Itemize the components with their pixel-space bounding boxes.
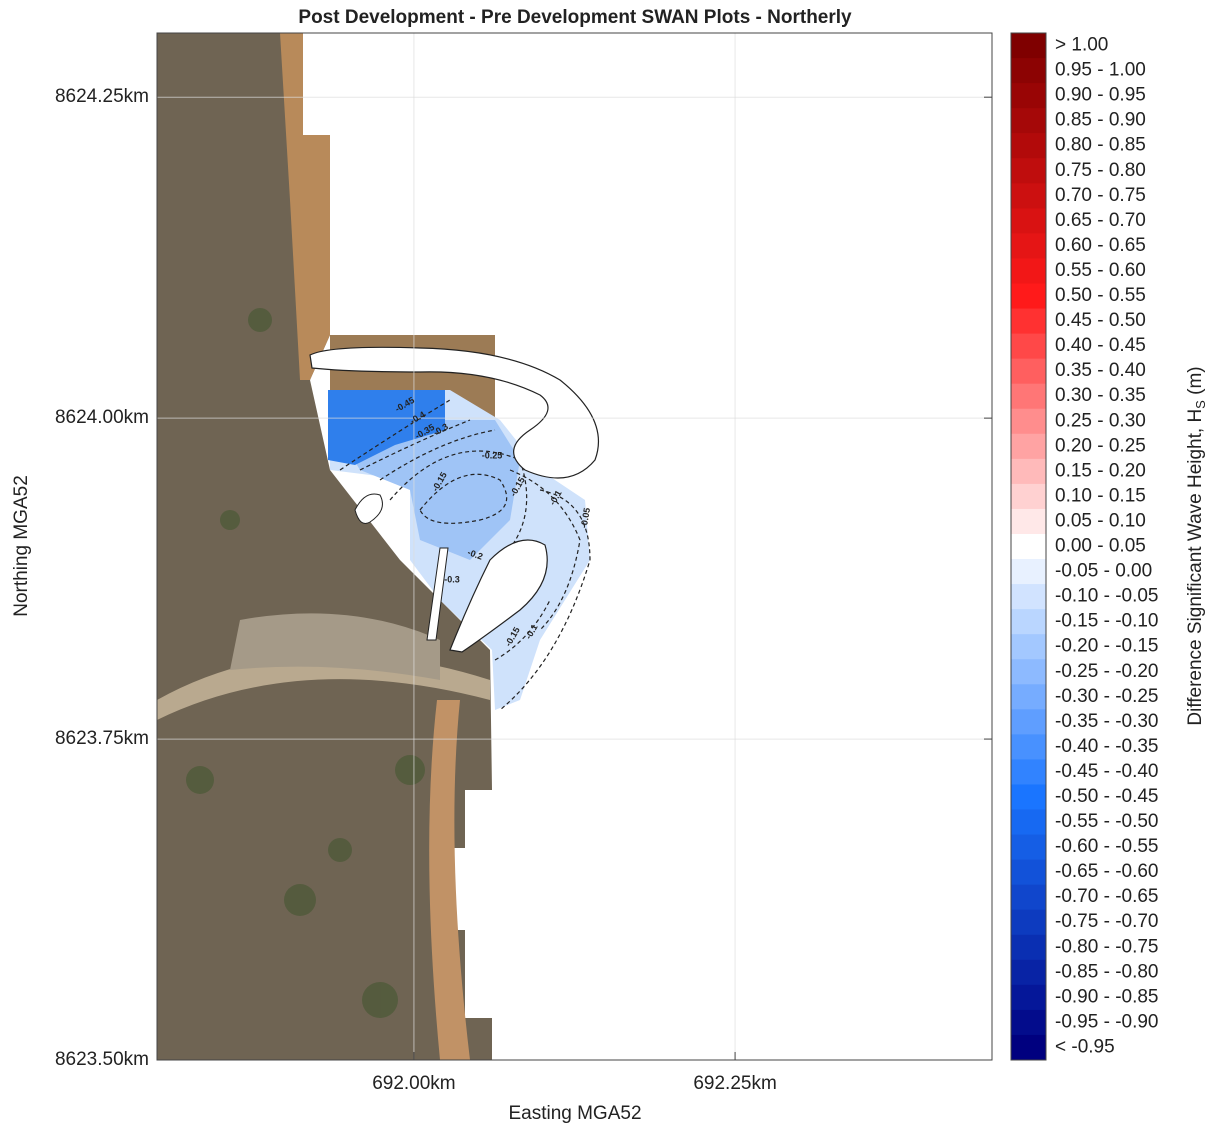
colorbar-swatch [1011, 258, 1046, 284]
colorbar-class-label: 0.80 - 0.85 [1055, 135, 1146, 156]
colorbar-swatch [1011, 58, 1046, 84]
colorbar-class-label: 0.05 - 0.10 [1055, 510, 1146, 531]
colorbar-swatch [1011, 509, 1046, 535]
colorbar-class-label: 0.00 - 0.05 [1055, 536, 1146, 557]
colorbar-swatch [1011, 935, 1046, 961]
colorbar-swatch [1011, 860, 1046, 886]
plot-title: Post Development - Pre Development SWAN … [298, 7, 852, 28]
colorbar-class-label: -0.30 - -0.25 [1055, 686, 1159, 707]
colorbar-swatch [1011, 759, 1046, 785]
colorbar-class-label: -0.80 - -0.75 [1055, 936, 1159, 957]
colorbar-class-label: -0.25 - -0.20 [1055, 661, 1159, 682]
colorbar-class-label: -0.55 - -0.50 [1055, 811, 1159, 832]
colorbar-class-label: 0.25 - 0.30 [1055, 410, 1146, 431]
y-tick-label: 8623.75km [55, 728, 149, 749]
colorbar-class-label: -0.10 - -0.05 [1055, 586, 1159, 607]
contour-label: -0.25 [482, 450, 503, 460]
colorbar-class-label: 0.70 - 0.75 [1055, 185, 1146, 206]
colorbar-class-label: 0.35 - 0.40 [1055, 360, 1146, 381]
colorbar-swatch [1011, 634, 1046, 660]
y-tick-label: 8623.50km [55, 1049, 149, 1070]
colorbar-swatch [1011, 684, 1046, 710]
colorbar-swatch [1011, 985, 1046, 1011]
colorbar-swatch [1011, 559, 1046, 585]
colorbar-class-label: 0.85 - 0.90 [1055, 110, 1146, 131]
colorbar-swatch [1011, 810, 1046, 836]
colorbar-label-main: Difference Significant Wave Height, H [1185, 409, 1206, 726]
colorbar-class-label: 0.55 - 0.60 [1055, 260, 1146, 281]
colorbar-swatch [1011, 734, 1046, 760]
colorbar-class-label: < -0.95 [1055, 1036, 1115, 1057]
colorbar-class-label: 0.20 - 0.25 [1055, 435, 1146, 456]
colorbar-class-label: -0.50 - -0.45 [1055, 786, 1159, 807]
colorbar-swatch [1011, 609, 1046, 635]
colorbar-swatch [1011, 659, 1046, 685]
colorbar-class-label: 0.30 - 0.35 [1055, 385, 1146, 406]
colorbar-class-label: -0.40 - -0.35 [1055, 736, 1159, 757]
y-tick-label: 8624.00km [55, 407, 149, 428]
colorbar-class-label: 0.95 - 1.00 [1055, 60, 1146, 81]
colorbar-class-label: -0.85 - -0.80 [1055, 961, 1159, 982]
colorbar-class-label: > 1.00 [1055, 35, 1108, 56]
colorbar-swatch [1011, 910, 1046, 936]
colorbar-swatch [1011, 484, 1046, 510]
colorbar-swatch [1011, 334, 1046, 360]
colorbar-swatch [1011, 33, 1046, 59]
colorbar-class-label: 0.75 - 0.80 [1055, 160, 1146, 181]
colorbar-swatch [1011, 83, 1046, 109]
colorbar-swatch [1011, 709, 1046, 735]
colorbar-class-label: -0.45 - -0.40 [1055, 761, 1159, 782]
colorbar-label-unit: (m) [1185, 366, 1206, 400]
colorbar-class-label: -0.05 - 0.00 [1055, 561, 1152, 582]
colorbar-class-label: -0.90 - -0.85 [1055, 986, 1159, 1007]
colorbar-swatch [1011, 183, 1046, 209]
x-axis-label: Easting MGA52 [508, 1103, 641, 1124]
colorbar-swatch [1011, 434, 1046, 460]
colorbar-class-label: 0.65 - 0.70 [1055, 210, 1146, 231]
colorbar-swatch [1011, 133, 1046, 159]
x-tick-label: 692.00km [372, 1073, 455, 1094]
colorbar-label: Difference Significant Wave Height, HS (… [1185, 366, 1208, 725]
contour-label: -0.3 [444, 574, 460, 584]
colorbar-swatch [1011, 283, 1046, 309]
colorbar-class-label: -0.75 - -0.70 [1055, 911, 1159, 932]
colorbar-swatch [1011, 1035, 1046, 1061]
y-axis-label: Northing MGA52 [11, 475, 32, 617]
x-tick-label: 692.25km [693, 1073, 776, 1094]
map [157, 33, 992, 1060]
colorbar-class-label: -0.60 - -0.55 [1055, 836, 1159, 857]
colorbar-class-label: 0.60 - 0.65 [1055, 235, 1146, 256]
colorbar-class-label: -0.35 - -0.30 [1055, 711, 1159, 732]
colorbar-class-label: -0.15 - -0.10 [1055, 611, 1159, 632]
colorbar-class-label: 0.45 - 0.50 [1055, 310, 1146, 331]
colorbar-class-label: -0.65 - -0.60 [1055, 861, 1159, 882]
colorbar-swatch [1011, 960, 1046, 986]
colorbar-swatch [1011, 534, 1046, 560]
colorbar-swatch [1011, 409, 1046, 435]
colorbar-class-label: 0.15 - 0.20 [1055, 460, 1146, 481]
colorbar-swatch [1011, 309, 1046, 335]
colorbar-class-label: 0.40 - 0.45 [1055, 335, 1146, 356]
colorbar-swatch [1011, 108, 1046, 134]
colorbar-class-label: 0.50 - 0.55 [1055, 285, 1146, 306]
colorbar-class-label: 0.90 - 0.95 [1055, 85, 1146, 106]
colorbar-swatch [1011, 208, 1046, 234]
colorbar-class-label: 0.10 - 0.15 [1055, 485, 1146, 506]
colorbar-swatch [1011, 384, 1046, 410]
colorbar-swatch [1011, 835, 1046, 861]
colorbar-label-sub: S [1193, 400, 1208, 409]
y-tick-label: 8624.25km [55, 86, 149, 107]
colorbar-swatch [1011, 784, 1046, 810]
figure: Post Development - Pre Development SWAN … [0, 0, 1224, 1135]
colorbar-class-label: -0.95 - -0.90 [1055, 1011, 1159, 1032]
colorbar-swatch [1011, 158, 1046, 184]
colorbar-swatch [1011, 1010, 1046, 1036]
colorbar-swatch [1011, 885, 1046, 911]
colorbar-swatch [1011, 233, 1046, 259]
colorbar-swatch [1011, 584, 1046, 610]
colorbar-class-label: -0.70 - -0.65 [1055, 886, 1159, 907]
colorbar-class-label: -0.20 - -0.15 [1055, 636, 1159, 657]
colorbar-swatch [1011, 359, 1046, 385]
colorbar-swatch [1011, 459, 1046, 485]
